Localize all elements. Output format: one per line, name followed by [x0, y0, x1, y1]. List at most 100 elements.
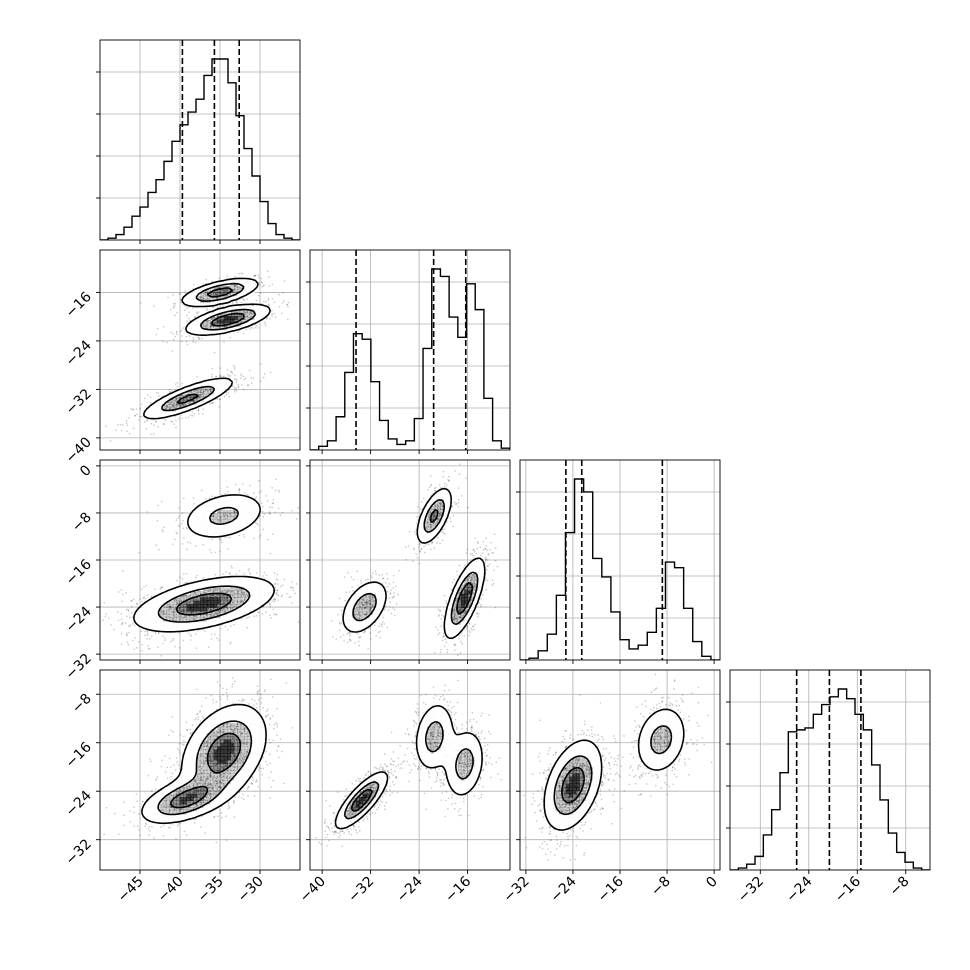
sample-point	[254, 497, 257, 500]
density-cell	[169, 627, 174, 632]
density-cell	[254, 590, 259, 595]
sample-point	[183, 309, 186, 312]
density-cell	[250, 509, 255, 514]
sample-point	[459, 605, 461, 607]
sample-point	[257, 524, 259, 526]
sample-point	[466, 589, 468, 591]
sample-point	[446, 637, 448, 639]
density-cell	[179, 407, 184, 412]
density-cell	[210, 580, 215, 585]
sample-point	[469, 602, 471, 604]
sample-point	[162, 423, 165, 425]
sample-point	[246, 493, 249, 496]
density-cell	[216, 322, 221, 327]
density-cell	[189, 610, 194, 615]
sample-point	[193, 399, 195, 402]
sample-point	[234, 483, 237, 486]
sample-point	[467, 598, 469, 601]
sample-point	[223, 602, 225, 604]
sample-point	[214, 317, 216, 319]
sample-point	[171, 350, 174, 352]
sample-point	[210, 388, 212, 390]
sample-point	[211, 615, 213, 617]
sample-point	[463, 635, 466, 637]
density-cell	[216, 583, 221, 588]
density-cell	[159, 407, 164, 412]
sample-point	[232, 384, 234, 386]
sample-point	[464, 612, 467, 615]
sample-point	[182, 395, 184, 398]
sample-point	[202, 292, 205, 295]
sample-point	[440, 508, 442, 510]
sample-point	[224, 290, 227, 292]
density-cell	[142, 607, 147, 612]
density-cell	[233, 285, 238, 290]
sample-point	[186, 528, 189, 530]
sample-point	[196, 311, 198, 314]
sample-point	[436, 542, 438, 544]
sample-point	[435, 626, 437, 629]
sample-point	[263, 373, 266, 375]
density-cell	[206, 600, 211, 605]
sample-point	[109, 440, 112, 442]
sample-point	[241, 617, 243, 620]
sample-point	[184, 292, 187, 295]
sample-point	[276, 589, 279, 592]
sample-point	[197, 399, 199, 401]
density-cell	[193, 590, 198, 595]
density-cell	[200, 285, 204, 290]
sample-point	[237, 596, 239, 599]
density-cell	[186, 593, 191, 598]
sample-point	[211, 280, 213, 283]
sample-point	[200, 394, 203, 396]
sample-point	[211, 367, 214, 370]
sample-point	[484, 560, 486, 562]
sample-point	[444, 486, 446, 488]
sample-point	[211, 373, 213, 376]
sample-point	[231, 311, 233, 313]
density-cell	[189, 519, 194, 524]
sample-point	[460, 608, 463, 610]
sample-point	[195, 594, 198, 597]
density-cell	[247, 305, 252, 310]
sample-point	[458, 598, 461, 601]
sample-point	[472, 592, 474, 594]
sample-point	[244, 313, 247, 315]
density-cell	[244, 278, 248, 283]
sample-point	[222, 513, 225, 515]
sample-point	[254, 274, 257, 277]
density-cell	[237, 600, 242, 605]
sample-point	[480, 598, 482, 600]
sample-point	[209, 326, 212, 328]
density-cell	[186, 302, 191, 307]
density-cell	[230, 498, 235, 503]
density-cell	[233, 526, 238, 530]
sample-point	[151, 635, 153, 638]
density-cell	[233, 278, 238, 283]
sample-point	[245, 614, 247, 617]
sample-point	[257, 294, 260, 297]
sample-point	[64, 602, 65, 603]
sample-point	[167, 296, 169, 299]
sample-point	[234, 514, 237, 516]
sample-point	[271, 283, 274, 286]
sample-point	[195, 397, 198, 400]
sample-point	[218, 594, 220, 597]
sample-point	[466, 625, 468, 628]
density-cell	[149, 407, 154, 412]
density-cell	[186, 292, 191, 297]
sample-point	[465, 610, 467, 612]
sample-point	[182, 395, 185, 398]
sample-point	[218, 406, 221, 408]
sample-point	[267, 305, 269, 307]
sample-point	[197, 396, 200, 398]
density-cell	[233, 305, 238, 310]
sample-point	[268, 304, 270, 307]
sample-point	[219, 291, 221, 294]
sample-point	[459, 610, 461, 613]
density-cell	[213, 600, 218, 605]
density-cell	[216, 288, 221, 293]
sample-point	[225, 393, 228, 396]
density-cell	[206, 529, 211, 534]
sample-point	[192, 400, 194, 402]
